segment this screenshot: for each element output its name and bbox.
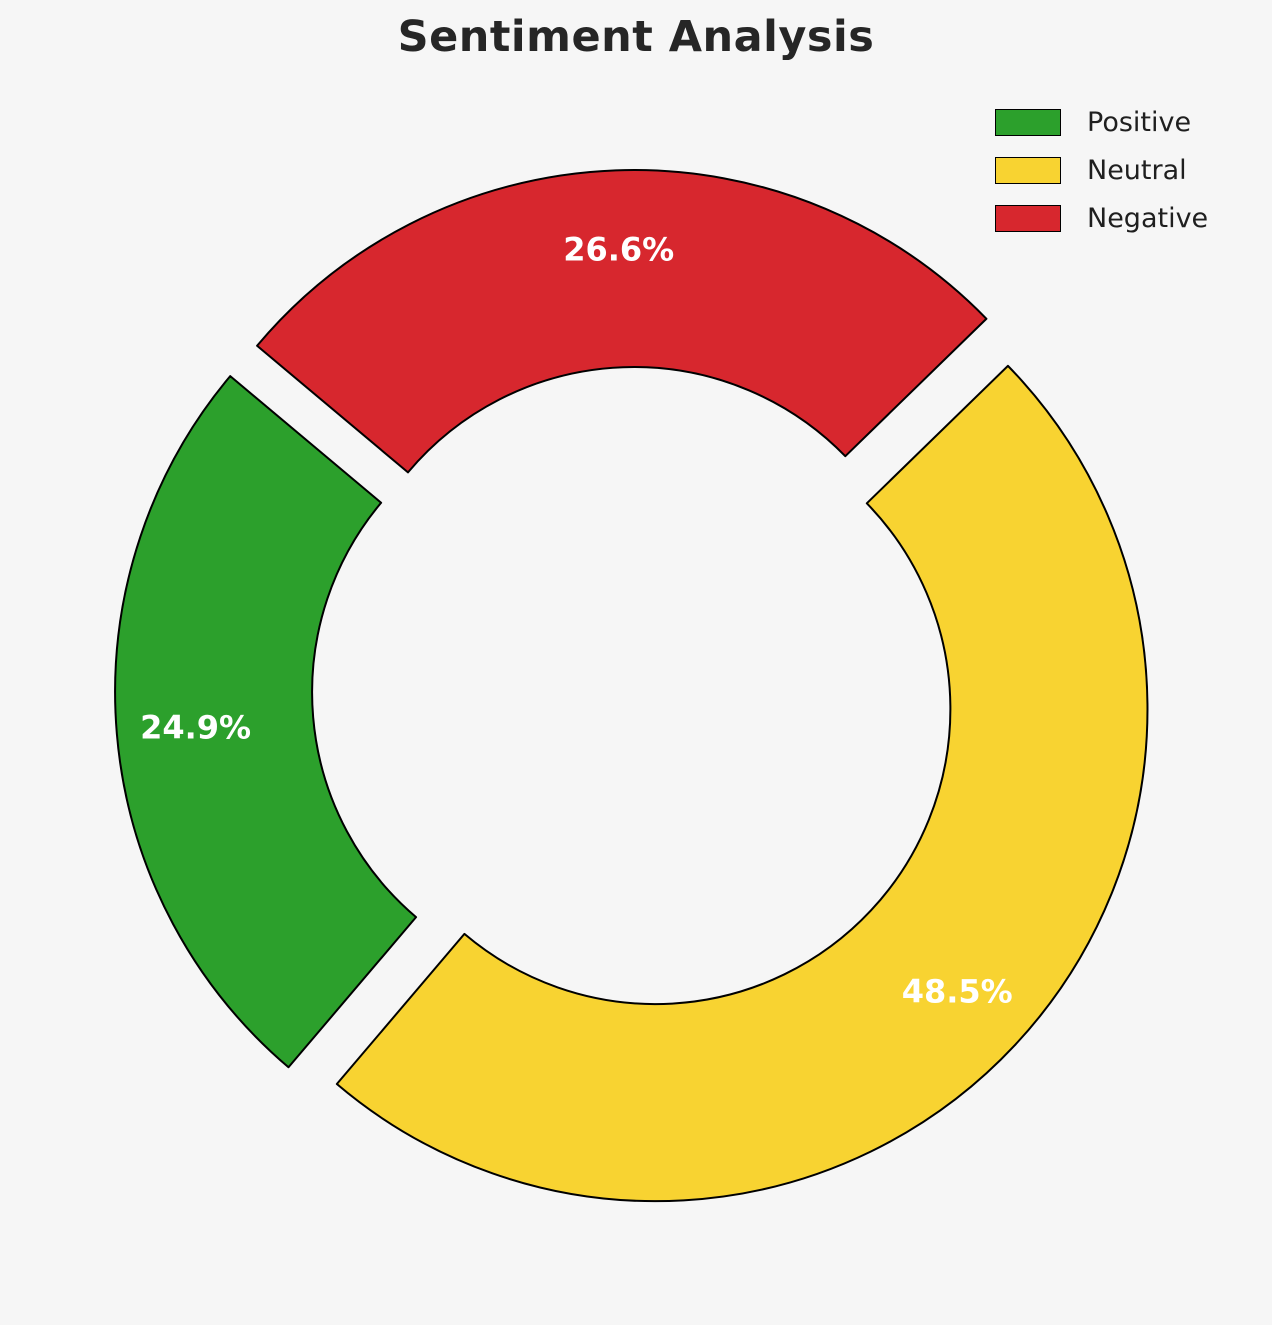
legend-swatch-positive xyxy=(995,108,1061,136)
wedge-negative xyxy=(256,169,988,474)
legend-item-positive: Positive xyxy=(995,98,1208,146)
legend-label-positive: Positive xyxy=(1087,106,1192,138)
wedge-neutral xyxy=(335,364,1149,1203)
legend-label-neutral: Neutral xyxy=(1087,154,1187,186)
chart-title: Sentiment Analysis xyxy=(397,12,875,62)
legend-label-negative: Negative xyxy=(1087,202,1209,234)
legend-swatch-neutral xyxy=(995,156,1061,184)
wedge-label-negative: 26.6% xyxy=(563,231,674,269)
legend-item-negative: Negative xyxy=(995,194,1208,242)
wedge-positive xyxy=(114,375,418,1069)
wedge-label-positive: 24.9% xyxy=(140,708,251,746)
legend-swatch-negative xyxy=(995,204,1061,232)
legend-item-neutral: Neutral xyxy=(995,146,1208,194)
chart-legend: Positive Neutral Negative xyxy=(995,98,1208,242)
wedge-label-neutral: 48.5% xyxy=(902,972,1013,1010)
